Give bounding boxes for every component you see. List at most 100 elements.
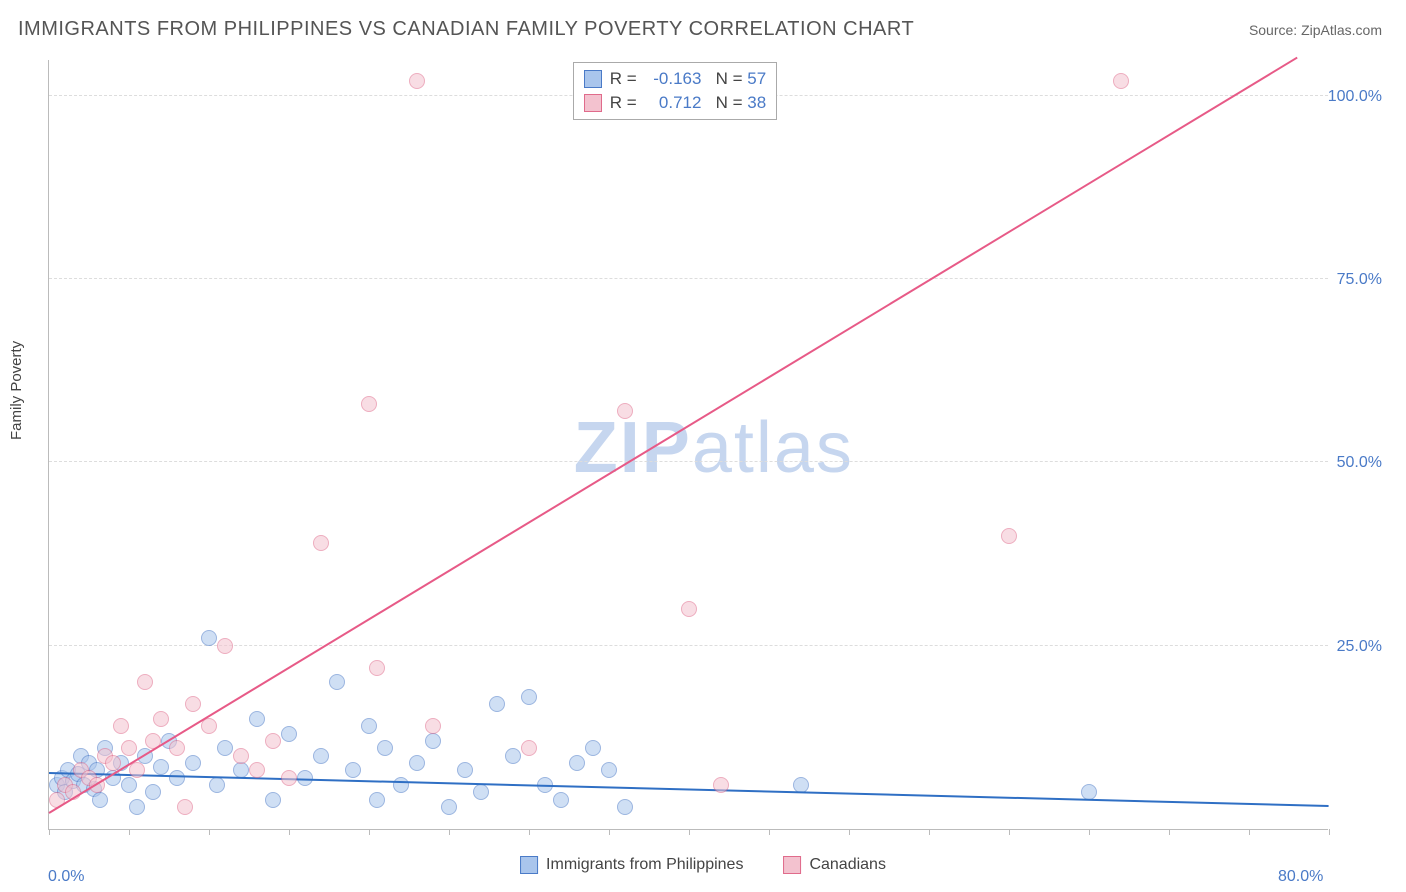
- data-point: [217, 638, 233, 654]
- data-point: [201, 718, 217, 734]
- data-point: [121, 777, 137, 793]
- legend-row: R = 0.712 N = 38: [584, 91, 766, 115]
- y-axis-label: Family Poverty: [8, 341, 25, 440]
- data-point: [617, 799, 633, 815]
- data-point: [169, 740, 185, 756]
- data-point: [521, 740, 537, 756]
- x-tick: [49, 829, 50, 835]
- data-point: [209, 777, 225, 793]
- data-point: [361, 396, 377, 412]
- data-point: [369, 792, 385, 808]
- gridline: [49, 278, 1328, 279]
- legend-stats: R = 0.712 N = 38: [610, 91, 766, 115]
- x-tick: [769, 829, 770, 835]
- data-point: [441, 799, 457, 815]
- data-point: [505, 748, 521, 764]
- x-tick-label: 0.0%: [48, 868, 84, 886]
- watermark: ZIPatlas: [574, 407, 854, 489]
- watermark-zip: ZIP: [574, 408, 692, 488]
- data-point: [185, 755, 201, 771]
- legend-swatch: [584, 94, 602, 112]
- data-point: [249, 711, 265, 727]
- x-tick: [529, 829, 530, 835]
- data-point: [361, 718, 377, 734]
- data-point: [137, 674, 153, 690]
- data-point: [121, 740, 137, 756]
- data-point: [145, 784, 161, 800]
- x-tick: [209, 829, 210, 835]
- y-tick-label: 75.0%: [1337, 271, 1382, 289]
- data-point: [457, 762, 473, 778]
- data-point: [521, 689, 537, 705]
- x-tick: [1329, 829, 1330, 835]
- data-point: [129, 799, 145, 815]
- series-legend: Immigrants from Philippines Canadians: [520, 856, 886, 874]
- data-point: [345, 762, 361, 778]
- legend-swatch: [783, 856, 801, 874]
- x-tick: [449, 829, 450, 835]
- regression-line: [48, 57, 1297, 814]
- data-point: [201, 630, 217, 646]
- data-point: [92, 792, 108, 808]
- data-point: [281, 770, 297, 786]
- legend-swatch: [584, 70, 602, 88]
- data-point: [489, 696, 505, 712]
- x-tick: [129, 829, 130, 835]
- correlation-legend: R = -0.163 N = 57R = 0.712 N = 38: [573, 62, 777, 120]
- data-point: [129, 762, 145, 778]
- data-point: [681, 601, 697, 617]
- data-point: [425, 733, 441, 749]
- x-tick: [849, 829, 850, 835]
- data-point: [249, 762, 265, 778]
- data-point: [177, 799, 193, 815]
- data-point: [153, 759, 169, 775]
- legend-swatch: [520, 856, 538, 874]
- data-point: [233, 748, 249, 764]
- data-point: [377, 740, 393, 756]
- data-point: [409, 73, 425, 89]
- data-point: [265, 733, 281, 749]
- data-point: [473, 784, 489, 800]
- data-point: [113, 718, 129, 734]
- x-tick: [689, 829, 690, 835]
- regression-line: [49, 772, 1329, 807]
- data-point: [585, 740, 601, 756]
- x-tick: [609, 829, 610, 835]
- y-tick-label: 100.0%: [1328, 88, 1382, 106]
- data-point: [329, 674, 345, 690]
- data-point: [281, 726, 297, 742]
- data-point: [1113, 73, 1129, 89]
- x-tick: [929, 829, 930, 835]
- x-tick: [369, 829, 370, 835]
- plot-area: ZIPatlas: [48, 60, 1328, 830]
- gridline: [49, 645, 1328, 646]
- data-point: [713, 777, 729, 793]
- watermark-atlas: atlas: [692, 408, 854, 488]
- data-point: [569, 755, 585, 771]
- x-tick: [1249, 829, 1250, 835]
- data-point: [409, 755, 425, 771]
- data-point: [169, 770, 185, 786]
- legend-item: Immigrants from Philippines: [520, 856, 743, 874]
- data-point: [185, 696, 201, 712]
- data-point: [393, 777, 409, 793]
- data-point: [153, 711, 169, 727]
- y-tick-label: 50.0%: [1337, 454, 1382, 472]
- x-tick: [1009, 829, 1010, 835]
- data-point: [217, 740, 233, 756]
- data-point: [313, 748, 329, 764]
- data-point: [617, 403, 633, 419]
- y-tick-label: 25.0%: [1337, 638, 1382, 656]
- data-point: [313, 535, 329, 551]
- legend-stats: R = -0.163 N = 57: [610, 67, 766, 91]
- gridline: [49, 461, 1328, 462]
- source-label: Source: ZipAtlas.com: [1249, 22, 1382, 38]
- legend-item: Canadians: [783, 856, 886, 874]
- legend-label: Immigrants from Philippines: [546, 856, 743, 874]
- x-tick-label: 80.0%: [1278, 868, 1323, 886]
- x-tick: [289, 829, 290, 835]
- legend-row: R = -0.163 N = 57: [584, 67, 766, 91]
- data-point: [553, 792, 569, 808]
- x-tick: [1089, 829, 1090, 835]
- data-point: [601, 762, 617, 778]
